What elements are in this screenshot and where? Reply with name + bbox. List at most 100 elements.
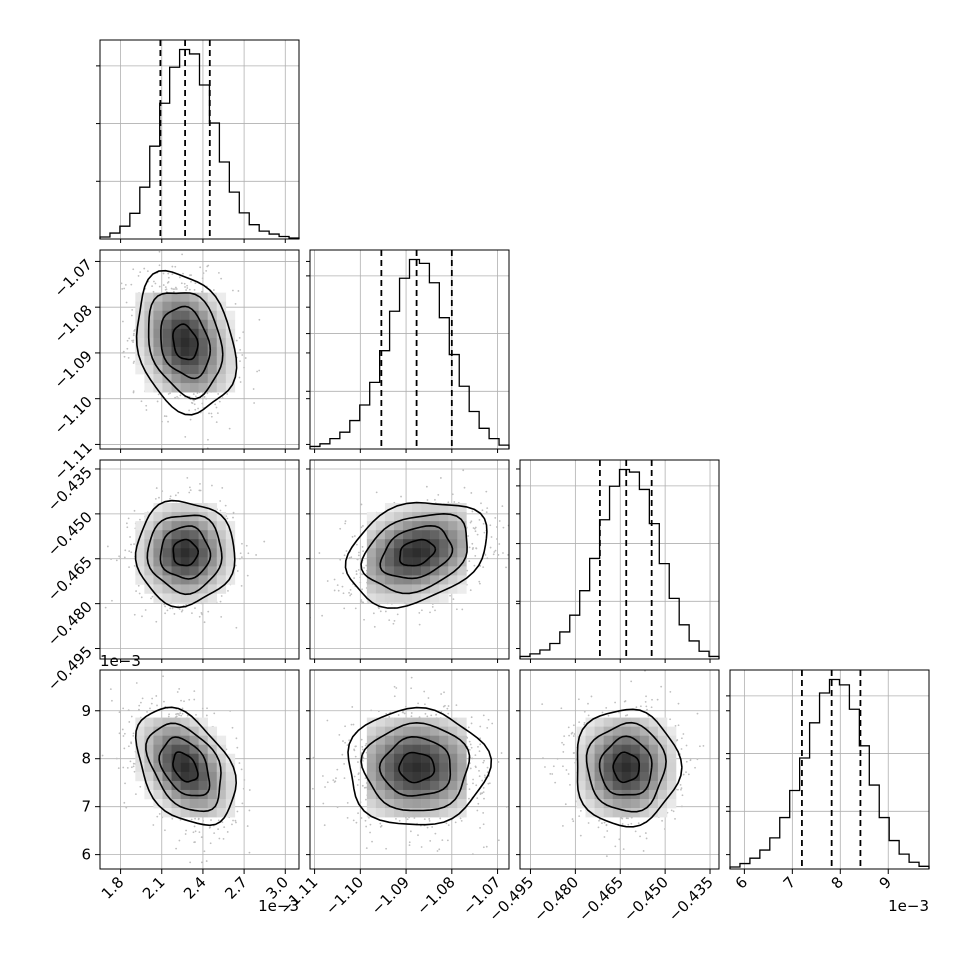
scatter-point xyxy=(190,280,192,283)
scatter-point xyxy=(672,810,675,813)
scatter-point xyxy=(486,507,489,509)
density-cell xyxy=(171,292,181,303)
scatter-point xyxy=(218,400,221,403)
scatter-point xyxy=(660,685,663,688)
scatter-point xyxy=(634,830,637,833)
density-cell xyxy=(144,548,154,558)
scatter-point xyxy=(373,625,376,628)
scatter-point xyxy=(324,786,326,788)
scatter-point xyxy=(440,693,443,695)
scatter-point xyxy=(248,809,251,812)
density-cell xyxy=(403,584,413,594)
scatter-point xyxy=(326,781,329,784)
density-cell xyxy=(412,799,422,809)
scatter-point xyxy=(408,841,411,844)
scatter-point xyxy=(466,736,469,739)
density-cell xyxy=(225,346,236,357)
scatter-point xyxy=(459,817,462,820)
density-cell xyxy=(412,575,422,585)
scatter-point xyxy=(645,837,648,840)
scatter-point xyxy=(248,789,251,791)
scatter-point xyxy=(358,551,360,554)
scatter-point xyxy=(172,288,175,290)
scatter-point xyxy=(639,835,641,838)
scatter-point xyxy=(365,564,368,567)
density-cell xyxy=(216,328,227,339)
density-cell xyxy=(189,383,199,393)
density-cell xyxy=(135,557,145,567)
density-cell xyxy=(162,319,172,330)
scatter-point xyxy=(138,708,140,711)
scatter-point xyxy=(434,498,436,501)
scatter-point xyxy=(189,861,192,864)
density-cell xyxy=(198,762,209,773)
y-tick-label: −0.450 xyxy=(44,508,96,560)
density-cell xyxy=(171,521,181,531)
scatter-point xyxy=(185,603,188,606)
y-tick-label: −1.10 xyxy=(51,393,96,438)
scatter-point xyxy=(362,756,365,759)
scatter-point xyxy=(644,700,647,703)
density-cell xyxy=(207,780,218,791)
density-cell xyxy=(189,503,199,513)
density-cell xyxy=(225,530,236,540)
density-cell xyxy=(216,374,227,384)
density-cell xyxy=(153,717,163,727)
density-cell xyxy=(457,557,467,567)
y-tick-label: −0.465 xyxy=(44,553,96,605)
density-cell xyxy=(594,808,604,818)
scatter-point xyxy=(125,301,128,304)
scatter-point xyxy=(139,785,142,788)
scatter-point xyxy=(669,690,672,693)
density-cell xyxy=(180,744,190,755)
density-cell xyxy=(375,780,386,791)
scatter-point xyxy=(181,253,184,256)
scatter-point xyxy=(627,817,629,820)
density-cell xyxy=(621,808,632,818)
contour-line xyxy=(134,706,238,827)
scatter-point xyxy=(463,486,466,489)
scatter-point xyxy=(179,818,182,821)
scatter-point xyxy=(220,615,223,618)
density-cell xyxy=(135,575,145,585)
scatter-point xyxy=(618,711,620,714)
density-cell xyxy=(216,735,227,746)
scatter-point xyxy=(355,543,358,546)
density-cell xyxy=(403,808,413,818)
scatter-point xyxy=(221,397,224,400)
scatter-point xyxy=(127,745,130,748)
density-cell xyxy=(216,530,227,540)
density-cell xyxy=(180,355,190,366)
density-cell xyxy=(648,717,659,727)
scatter-point xyxy=(336,584,339,587)
density-cell xyxy=(144,557,154,567)
density-cell xyxy=(666,780,677,791)
density-cell xyxy=(180,383,190,393)
scatter-point xyxy=(240,768,243,771)
scatter-point xyxy=(670,809,673,812)
scatter-point xyxy=(181,712,184,715)
density-cell xyxy=(162,365,172,375)
scatter-point xyxy=(483,774,486,777)
density-cell xyxy=(430,717,440,727)
scatter-point xyxy=(161,490,164,493)
scatter-point xyxy=(485,490,488,493)
density-cell xyxy=(189,593,199,603)
scatter-point xyxy=(479,725,482,728)
scatter-point xyxy=(360,526,363,529)
scatter-point xyxy=(468,546,471,549)
density-cell xyxy=(439,566,449,576)
scatter-point xyxy=(175,288,178,290)
density-cell xyxy=(439,530,449,540)
density-cell xyxy=(657,726,668,736)
density-cell xyxy=(403,512,413,522)
scatter-point xyxy=(158,813,161,815)
scatter-point xyxy=(413,817,416,819)
density-cell xyxy=(576,744,586,755)
density-cell xyxy=(375,735,386,746)
scatter-point xyxy=(680,787,683,790)
scatter-point xyxy=(235,339,238,342)
density-cell xyxy=(216,539,227,549)
histogram-panel-0 xyxy=(96,39,300,240)
scatter-point xyxy=(478,775,481,778)
